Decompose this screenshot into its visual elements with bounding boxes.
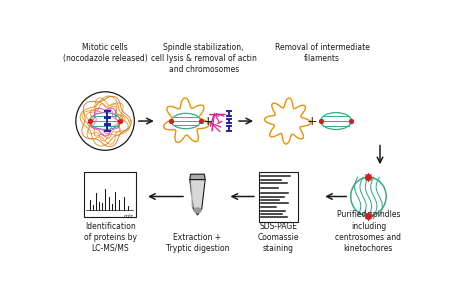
Text: Removal of intermediate
filaments: Removal of intermediate filaments <box>275 43 370 63</box>
Text: +: + <box>306 115 317 128</box>
Text: +: + <box>202 115 213 128</box>
Polygon shape <box>190 174 205 180</box>
Text: Mitotic cells
(nocodazole released): Mitotic cells (nocodazole released) <box>63 43 147 63</box>
Text: Extraction +
Tryptic digestion: Extraction + Tryptic digestion <box>166 233 229 253</box>
Text: Spindle stabilization,
cell lysis & removal of actin
and chromosomes: Spindle stabilization, cell lysis & remo… <box>151 43 256 74</box>
Text: Purified spindles
including
centrosomes and
kinetochores: Purified spindles including centrosomes … <box>336 211 401 253</box>
Text: m/z: m/z <box>124 213 134 218</box>
Bar <box>259 172 298 222</box>
Ellipse shape <box>193 207 202 213</box>
Text: SDS-PAGE
Coomassie
staining: SDS-PAGE Coomassie staining <box>257 222 299 253</box>
Polygon shape <box>190 180 205 215</box>
Text: Identification
of proteins by
LC-MS/MS: Identification of proteins by LC-MS/MS <box>84 222 137 253</box>
Bar <box>83 172 136 217</box>
